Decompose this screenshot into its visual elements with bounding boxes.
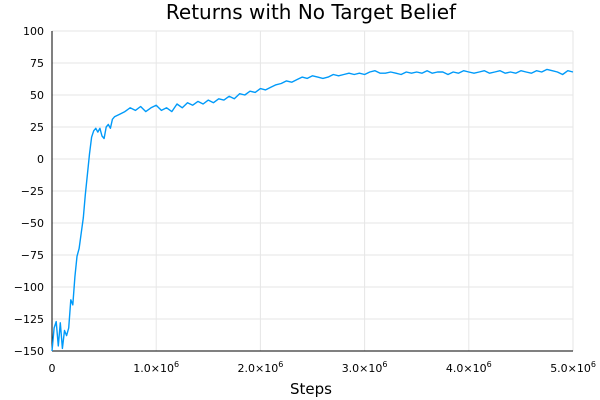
x-tick-label-exponent: 6 <box>278 360 283 369</box>
y-tick-label: −75 <box>21 249 44 262</box>
series-layer <box>51 68 574 352</box>
series-line-0 <box>51 68 574 352</box>
y-tick-label: −150 <box>14 345 44 358</box>
plot-frame <box>51 31 573 352</box>
y-tick-label: 0 <box>37 153 44 166</box>
y-tick-label: −125 <box>14 313 44 326</box>
x-tick-label: 3.0×106 <box>342 360 388 375</box>
x-tick-label: 2.0×106 <box>237 360 283 375</box>
x-tick-labels: 0 1.0×106 2.0×106 3.0×106 4.0×106 5.0×106 <box>49 360 597 375</box>
x-tick-label-base: 2.0×10 <box>237 362 278 375</box>
x-tick-label-exponent: 6 <box>591 360 596 369</box>
y-tick-label: −25 <box>21 185 44 198</box>
x-tick-label-exponent: 6 <box>174 360 179 369</box>
y-tick-label: 50 <box>30 89 44 102</box>
x-tick-label-exponent: 6 <box>382 360 387 369</box>
x-tick-label-exponent: 6 <box>487 360 492 369</box>
x-tick-label-base: 4.0×10 <box>446 362 487 375</box>
x-tick-label-base: 3.0×10 <box>342 362 383 375</box>
x-tick-label-base: 1.0×10 <box>133 362 174 375</box>
x-tick-label: 0 <box>49 362 56 375</box>
y-tick-label: 100 <box>23 25 44 38</box>
grid <box>51 30 574 352</box>
x-tick-label: 1.0×106 <box>133 360 179 375</box>
y-tick-label: 25 <box>30 121 44 134</box>
y-tick-labels: 100 75 50 25 0 −25 −50 −75 −100 −125 −150 <box>14 25 44 358</box>
x-tick-label: 4.0×106 <box>446 360 492 375</box>
chart-title: Returns with No Target Belief <box>166 0 457 24</box>
x-axis-label: Steps <box>290 380 332 398</box>
y-tick-label: 75 <box>30 57 44 70</box>
y-tick-label: −100 <box>14 281 44 294</box>
x-tick-label: 5.0×106 <box>550 360 596 375</box>
x-tick-label-base: 0 <box>49 362 56 375</box>
x-tick-label-base: 5.0×10 <box>550 362 591 375</box>
y-tick-label: −50 <box>21 217 44 230</box>
